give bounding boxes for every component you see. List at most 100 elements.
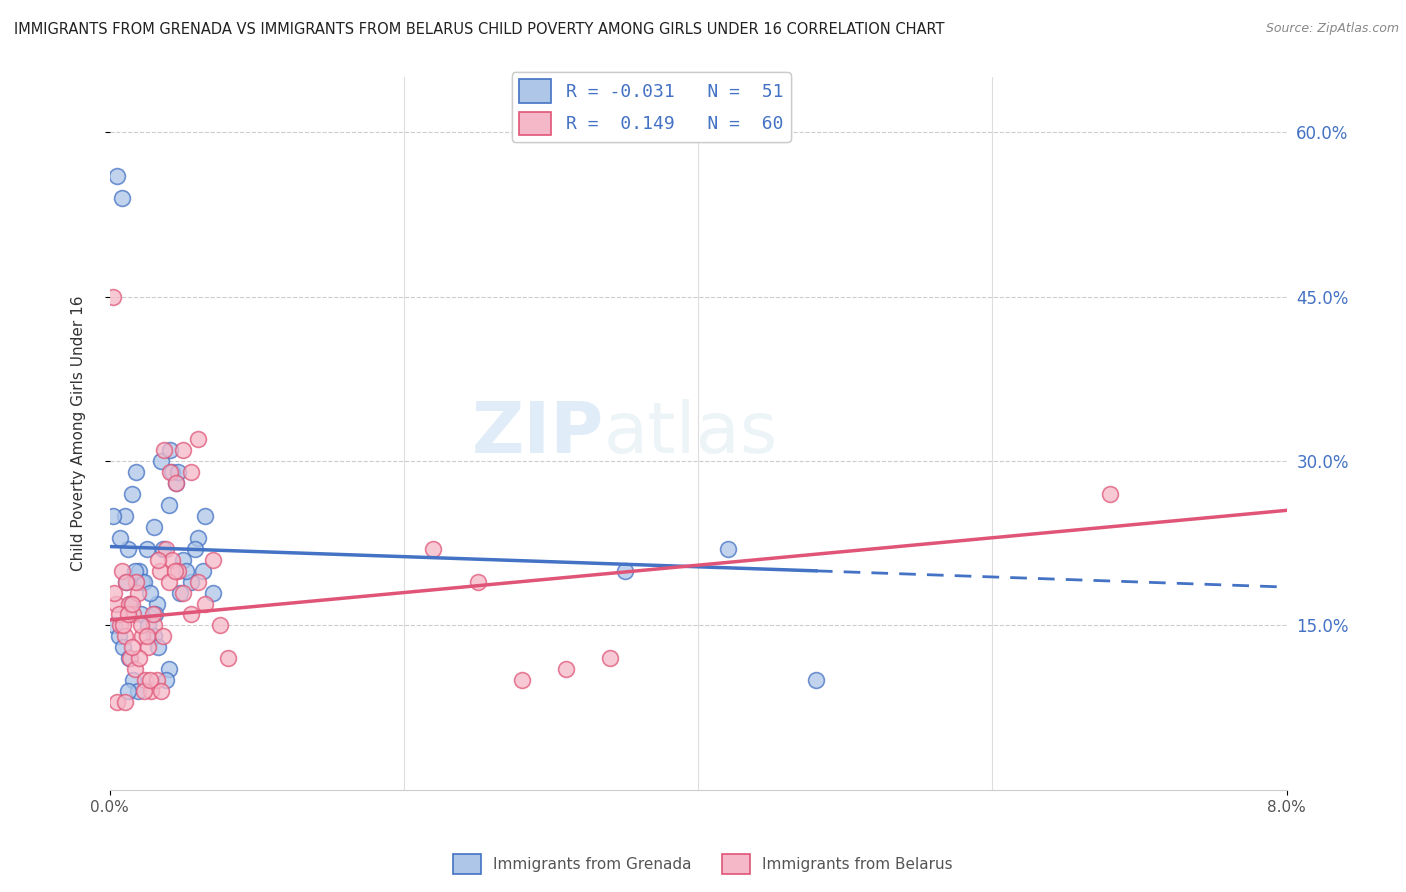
Point bbox=[166, 564, 188, 578]
Point bbox=[135, 541, 157, 556]
Point bbox=[613, 564, 636, 578]
Point bbox=[187, 432, 209, 446]
Point bbox=[139, 684, 162, 698]
Point bbox=[148, 552, 170, 566]
Point bbox=[160, 552, 183, 566]
Point bbox=[180, 574, 202, 589]
Point bbox=[201, 552, 224, 566]
Point bbox=[152, 629, 174, 643]
Legend: R = -0.031   N =  51, R =  0.149   N =  60: R = -0.031 N = 51, R = 0.149 N = 60 bbox=[512, 72, 790, 142]
Point bbox=[117, 541, 139, 556]
Point bbox=[108, 618, 131, 632]
Point bbox=[129, 618, 152, 632]
Point bbox=[159, 465, 181, 479]
Point bbox=[110, 191, 132, 205]
Point bbox=[118, 597, 141, 611]
Point bbox=[155, 673, 177, 688]
Point bbox=[136, 618, 159, 632]
Point bbox=[112, 640, 135, 655]
Point bbox=[187, 531, 209, 545]
Point bbox=[554, 662, 576, 676]
Point bbox=[117, 607, 139, 622]
Point bbox=[194, 508, 217, 523]
Point bbox=[103, 585, 125, 599]
Point bbox=[128, 564, 150, 578]
Point bbox=[143, 618, 166, 632]
Point bbox=[146, 597, 169, 611]
Point bbox=[152, 541, 174, 556]
Point bbox=[117, 684, 139, 698]
Point bbox=[510, 673, 533, 688]
Point bbox=[110, 564, 132, 578]
Point bbox=[107, 629, 129, 643]
Text: IMMIGRANTS FROM GRENADA VS IMMIGRANTS FROM BELARUS CHILD POVERTY AMONG GIRLS UND: IMMIGRANTS FROM GRENADA VS IMMIGRANTS FR… bbox=[14, 22, 945, 37]
Point bbox=[146, 673, 169, 688]
Point bbox=[467, 574, 489, 589]
Point bbox=[127, 684, 149, 698]
Point bbox=[105, 695, 128, 709]
Point bbox=[108, 531, 131, 545]
Point bbox=[122, 607, 145, 622]
Point bbox=[194, 597, 217, 611]
Point bbox=[120, 597, 142, 611]
Text: atlas: atlas bbox=[605, 399, 779, 468]
Point bbox=[132, 684, 155, 698]
Point bbox=[157, 574, 180, 589]
Point bbox=[103, 618, 125, 632]
Point bbox=[166, 465, 188, 479]
Point bbox=[155, 541, 177, 556]
Point bbox=[121, 487, 143, 501]
Point bbox=[114, 508, 136, 523]
Point bbox=[804, 673, 827, 688]
Point bbox=[101, 508, 124, 523]
Point bbox=[163, 564, 186, 578]
Point bbox=[143, 629, 166, 643]
Point bbox=[717, 541, 740, 556]
Point bbox=[422, 541, 444, 556]
Point bbox=[141, 607, 163, 622]
Point bbox=[180, 465, 202, 479]
Point bbox=[131, 574, 153, 589]
Text: Source: ZipAtlas.com: Source: ZipAtlas.com bbox=[1265, 22, 1399, 36]
Point bbox=[145, 607, 167, 622]
Point bbox=[138, 673, 160, 688]
Point bbox=[129, 607, 152, 622]
Point bbox=[172, 443, 194, 458]
Point bbox=[114, 695, 136, 709]
Point bbox=[112, 618, 135, 632]
Point bbox=[124, 662, 146, 676]
Point bbox=[159, 443, 181, 458]
Point bbox=[136, 640, 159, 655]
Point bbox=[143, 520, 166, 534]
Point bbox=[114, 629, 136, 643]
Point bbox=[104, 597, 127, 611]
Point bbox=[125, 465, 148, 479]
Point bbox=[187, 574, 209, 589]
Point bbox=[107, 607, 129, 622]
Point bbox=[176, 564, 198, 578]
Point bbox=[191, 564, 214, 578]
Point bbox=[201, 585, 224, 599]
Point bbox=[172, 552, 194, 566]
Point bbox=[121, 640, 143, 655]
Point bbox=[150, 454, 173, 468]
Point bbox=[153, 443, 176, 458]
Point bbox=[134, 673, 156, 688]
Point bbox=[157, 498, 180, 512]
Point bbox=[122, 673, 145, 688]
Point bbox=[105, 169, 128, 183]
Point bbox=[120, 651, 142, 665]
Point bbox=[165, 475, 187, 490]
Y-axis label: Child Poverty Among Girls Under 16: Child Poverty Among Girls Under 16 bbox=[72, 296, 86, 572]
Point bbox=[121, 597, 143, 611]
Point bbox=[150, 684, 173, 698]
Point bbox=[169, 585, 191, 599]
Point bbox=[131, 629, 153, 643]
Point bbox=[124, 564, 146, 578]
Point bbox=[149, 564, 172, 578]
Point bbox=[1099, 487, 1122, 501]
Point bbox=[172, 585, 194, 599]
Point bbox=[209, 618, 232, 632]
Point bbox=[125, 574, 148, 589]
Point bbox=[101, 290, 124, 304]
